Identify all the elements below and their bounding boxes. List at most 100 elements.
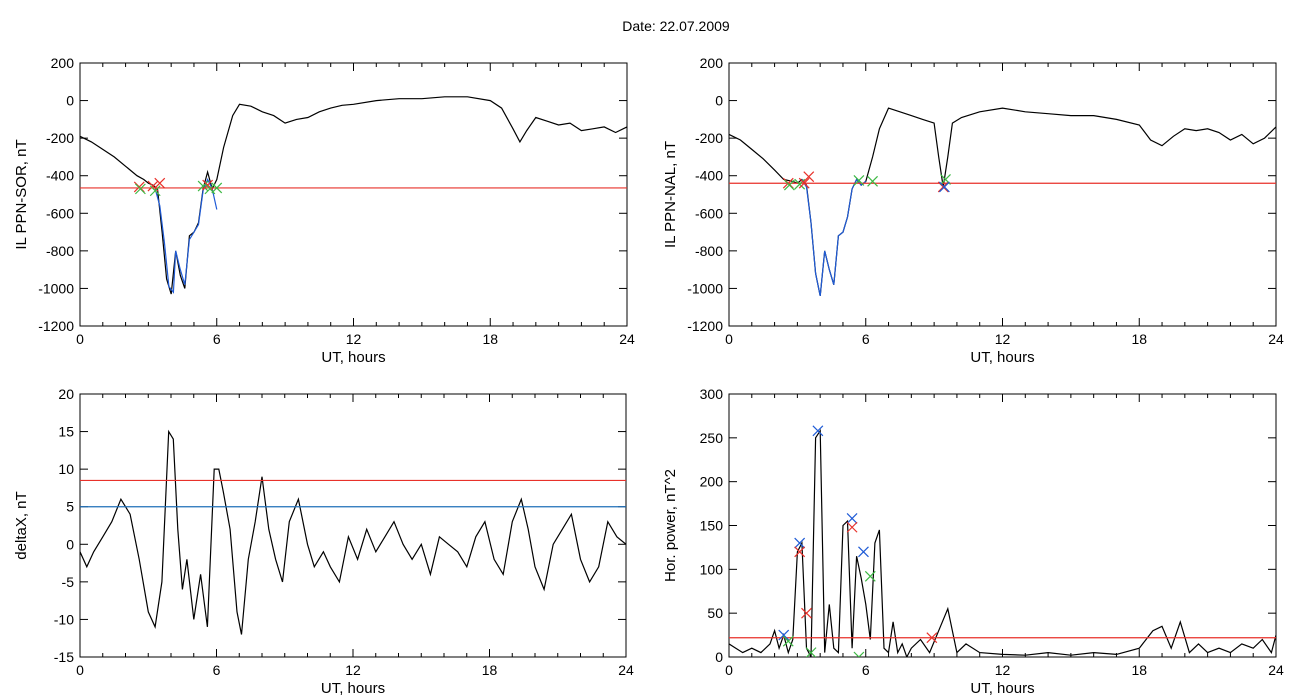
x-tick-label: 18 (1131, 331, 1147, 347)
series-line-0 (729, 428, 1276, 657)
marker-x (937, 181, 949, 193)
marker-x (801, 607, 812, 619)
y-tick-label: 15 (58, 424, 74, 440)
plot-frame (728, 62, 1277, 327)
y-tick-label: -200 (46, 130, 74, 146)
y-axis-label: IL PPN-SOR, nT (13, 139, 30, 249)
marker-x (805, 647, 817, 657)
y-tick-label: -1200 (38, 318, 74, 334)
marker-x (803, 171, 815, 183)
marker-x (846, 521, 858, 533)
x-tick-label: 18 (1131, 662, 1147, 678)
plot-area (80, 96, 627, 295)
y-tick-label: 200 (700, 55, 724, 71)
marker-x (794, 537, 806, 549)
y-tick-label: -600 (695, 205, 723, 221)
x-tick-label: 0 (725, 331, 733, 347)
y-tick-label: -400 (695, 168, 723, 184)
y-tick-label: -10 (54, 611, 74, 627)
y-tick-label: -1200 (687, 318, 723, 334)
y-tick-label: -400 (46, 168, 74, 184)
x-tick-label: 6 (213, 331, 221, 347)
y-tick-label: 0 (66, 536, 74, 552)
marker-x (211, 182, 223, 194)
x-tick-label: 24 (1268, 662, 1284, 678)
marker-x (197, 180, 209, 192)
x-axis-label: UT, hours (970, 680, 1034, 697)
marker-x (783, 179, 795, 191)
x-tick-label: 24 (1268, 331, 1284, 347)
y-tick-label: 300 (700, 386, 724, 402)
y-tick-label: -1000 (38, 280, 74, 296)
y-tick-label: 50 (707, 605, 723, 621)
y-tick-label: 10 (58, 461, 74, 477)
y-tick-label: 200 (51, 55, 75, 71)
x-tick-label: 0 (76, 662, 84, 678)
plot-area (729, 425, 1276, 657)
marker-x (794, 546, 806, 558)
y-tick-label: -800 (46, 243, 74, 259)
y-tick-label: -200 (695, 130, 723, 146)
x-tick-label: 18 (482, 331, 498, 347)
marker-x (794, 178, 806, 190)
chart-panel-power: 0 6 12 18 24 300 250 200 150 100 50 0 UT, hours Hor. … (662, 386, 1284, 697)
y-tick-label: -15 (54, 649, 74, 665)
y-axis-label: deltaX, nT (13, 491, 30, 559)
series-line-0 (729, 107, 1276, 297)
marker-x (154, 177, 166, 189)
plot-frame (79, 393, 627, 658)
y-tick-label: -1000 (687, 280, 723, 296)
marker-x (938, 181, 950, 193)
y-tick-label: 0 (715, 93, 723, 109)
y-tick-label: -5 (62, 574, 75, 590)
series-line-1 (154, 178, 218, 294)
marker-x (853, 651, 865, 657)
y-tick-label: 250 (700, 430, 724, 446)
x-tick-label: 6 (213, 662, 221, 678)
marker-x (858, 546, 869, 558)
x-tick-label: 12 (995, 662, 1011, 678)
x-tick-label: 24 (618, 662, 634, 678)
y-tick-label: -600 (46, 205, 74, 221)
chart-panel-nal: 0 6 12 18 24 200 0 -200 -400 -600 -800 -1000 -1200 UT… (662, 55, 1284, 366)
marker-x (846, 513, 858, 524)
x-axis-label: UT, hours (321, 349, 385, 366)
marker-x (867, 175, 879, 187)
y-tick-label: 0 (715, 649, 723, 665)
marker-x (926, 632, 938, 644)
series-line-0 (80, 429, 626, 635)
y-tick-label: 100 (700, 561, 724, 577)
y-axis-label: IL PPN-NAL, nT (662, 141, 679, 248)
marker-x (864, 570, 876, 582)
marker-x (134, 183, 146, 195)
series-line-0 (80, 96, 627, 295)
x-axis-label: UT, hours (321, 680, 385, 697)
x-tick-label: 12 (346, 331, 362, 347)
x-tick-label: 6 (862, 331, 870, 347)
chart-panel-sor: 0 6 12 18 24 200 0 -200 -400 -600 -800 -1000 -1200 UT… (13, 55, 635, 366)
y-tick-label: 5 (66, 499, 74, 515)
x-tick-label: 12 (995, 331, 1011, 347)
series-line-1 (801, 178, 867, 297)
y-tick-label: 20 (58, 386, 74, 402)
x-axis-label: UT, hours (970, 349, 1034, 366)
x-tick-label: 12 (345, 662, 361, 678)
figure-title: Date: 22.07.2009 (622, 18, 730, 34)
x-tick-label: 0 (725, 662, 733, 678)
x-tick-label: 0 (76, 331, 84, 347)
marker-x (812, 425, 824, 437)
marker-x (798, 177, 810, 189)
x-tick-label: 18 (482, 662, 498, 678)
x-tick-label: 6 (862, 662, 870, 678)
marker-x (853, 174, 865, 186)
chart-panel-deltax: 0 6 12 18 24 20 15 10 5 0 -5 -10 -15 UT, hours deltaX,… (13, 386, 634, 697)
plot-area (80, 429, 626, 635)
marker-x (149, 185, 161, 197)
plot-area (729, 107, 1276, 297)
y-tick-label: 150 (700, 518, 724, 534)
y-axis-label: Hor. power, nT^2 (662, 469, 679, 582)
marker-x (782, 635, 794, 647)
x-tick-label: 24 (619, 331, 635, 347)
y-tick-label: -800 (695, 243, 723, 259)
